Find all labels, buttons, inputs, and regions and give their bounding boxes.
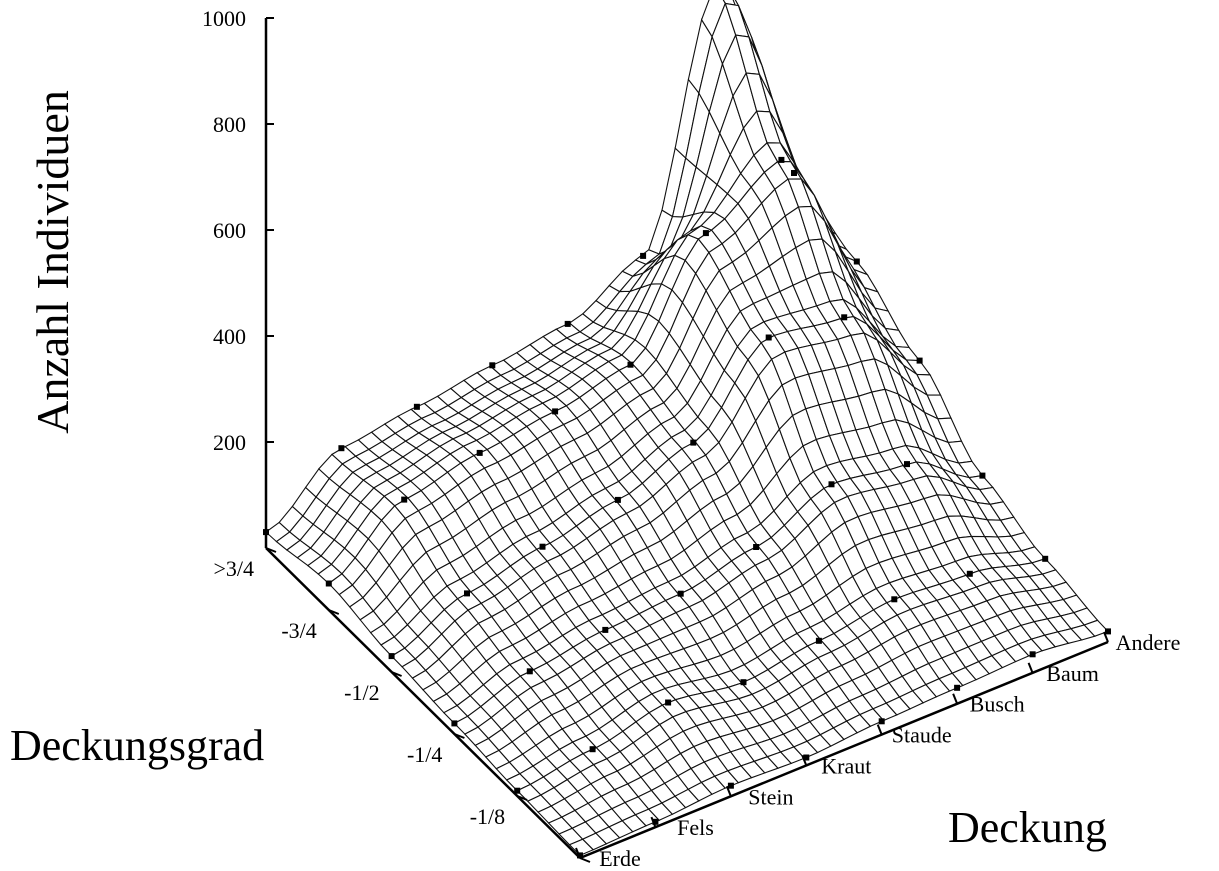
- data-point: [765, 334, 772, 341]
- data-point: [552, 408, 559, 415]
- data-point: [966, 570, 973, 577]
- x-axis-title: Deckung: [948, 803, 1107, 852]
- data-point: [577, 852, 583, 859]
- z-tick-labels: 200 400 600 800 1000: [202, 6, 246, 455]
- y-tick-label: -1/2: [344, 680, 379, 705]
- z-axis-title: Anzahl Individuen: [27, 90, 78, 434]
- data-point: [652, 818, 659, 825]
- y-tick-mark: [391, 671, 402, 677]
- data-point: [451, 720, 458, 727]
- data-point: [916, 357, 923, 364]
- y-tick-label: -1/8: [470, 804, 505, 829]
- x-tick-mark: [725, 785, 732, 797]
- data-point: [665, 699, 672, 706]
- data-point: [778, 156, 785, 163]
- data-point: [564, 320, 571, 327]
- x-tick-label: Baum: [1046, 661, 1099, 686]
- surface-mesh: [265, 0, 1109, 857]
- y-axis-line: [265, 547, 581, 859]
- data-point: [589, 746, 596, 753]
- z-tick-label: 800: [213, 112, 246, 137]
- y-tick-mark: [328, 609, 340, 615]
- data-point: [464, 590, 470, 597]
- y-tick-mark: [265, 547, 277, 553]
- data-point: [388, 653, 395, 660]
- y-tick-label: <1/8: [527, 866, 568, 871]
- x-tick-label: Fels: [677, 815, 714, 840]
- data-point: [514, 787, 521, 794]
- data-point: [791, 170, 797, 176]
- z-tick-label: 600: [213, 218, 246, 243]
- data-point: [489, 362, 496, 369]
- data-point: [526, 668, 533, 675]
- x-tick-mark: [1103, 631, 1109, 643]
- y-tick-mark: [454, 733, 465, 739]
- data-point: [401, 496, 408, 503]
- y-tick-label: -3/4: [281, 618, 316, 643]
- chart-axes: [264, 17, 1109, 863]
- data-point: [815, 637, 822, 644]
- data-point-markers: [263, 156, 1111, 859]
- x-tick-mark: [952, 693, 959, 705]
- x-tick-label: Busch: [970, 692, 1025, 717]
- data-point: [954, 684, 961, 691]
- data-point: [753, 544, 760, 550]
- z-tick-label: 1000: [202, 6, 246, 31]
- data-point: [891, 596, 898, 603]
- data-point: [1105, 628, 1111, 635]
- data-point: [841, 314, 848, 321]
- x-tick-label: Kraut: [821, 753, 871, 778]
- x-tick-label: Andere: [1116, 630, 1181, 655]
- y-tick-mark: [516, 795, 528, 801]
- x-tick-mark: [876, 724, 883, 735]
- data-point: [690, 439, 697, 446]
- data-point: [627, 361, 634, 368]
- data-point: [325, 580, 332, 587]
- y-axis-title: Deckungsgrad: [10, 721, 264, 770]
- data-point: [1042, 555, 1049, 562]
- data-point: [702, 230, 709, 237]
- z-tick-label: 200: [213, 430, 246, 455]
- data-point: [878, 718, 885, 725]
- x-tick-mark: [1027, 662, 1034, 674]
- data-point: [640, 252, 647, 259]
- x-tick-label: Erde: [599, 846, 641, 871]
- data-point: [904, 461, 910, 468]
- x-axis-line: [579, 640, 1109, 860]
- data-point: [727, 782, 734, 789]
- x-tick-label: Staude: [892, 723, 952, 748]
- data-point: [539, 543, 546, 550]
- data-point: [1029, 651, 1036, 658]
- data-point: [614, 496, 621, 503]
- data-point: [263, 529, 269, 536]
- data-point: [853, 258, 860, 265]
- y-tick-labels: <1/8 -1/8 -1/4 -1/2 -3/4 >3/4: [213, 556, 568, 871]
- data-point: [803, 754, 810, 761]
- data-point: [602, 626, 609, 633]
- data-point: [338, 445, 345, 452]
- data-point: [740, 679, 747, 686]
- x-tick-labels: Erde Fels Stein Kraut Staude Busch Baum Andere: [599, 630, 1180, 871]
- y-tick-label: -1/4: [407, 742, 442, 767]
- data-point: [476, 449, 483, 456]
- data-point: [413, 403, 420, 410]
- data-point: [677, 590, 684, 597]
- z-tick-label: 400: [213, 324, 246, 349]
- data-point: [979, 472, 986, 479]
- x-tick-label: Stein: [748, 784, 793, 809]
- y-tick-mark: [579, 857, 591, 863]
- data-point: [828, 481, 835, 488]
- y-tick-label: >3/4: [213, 556, 254, 581]
